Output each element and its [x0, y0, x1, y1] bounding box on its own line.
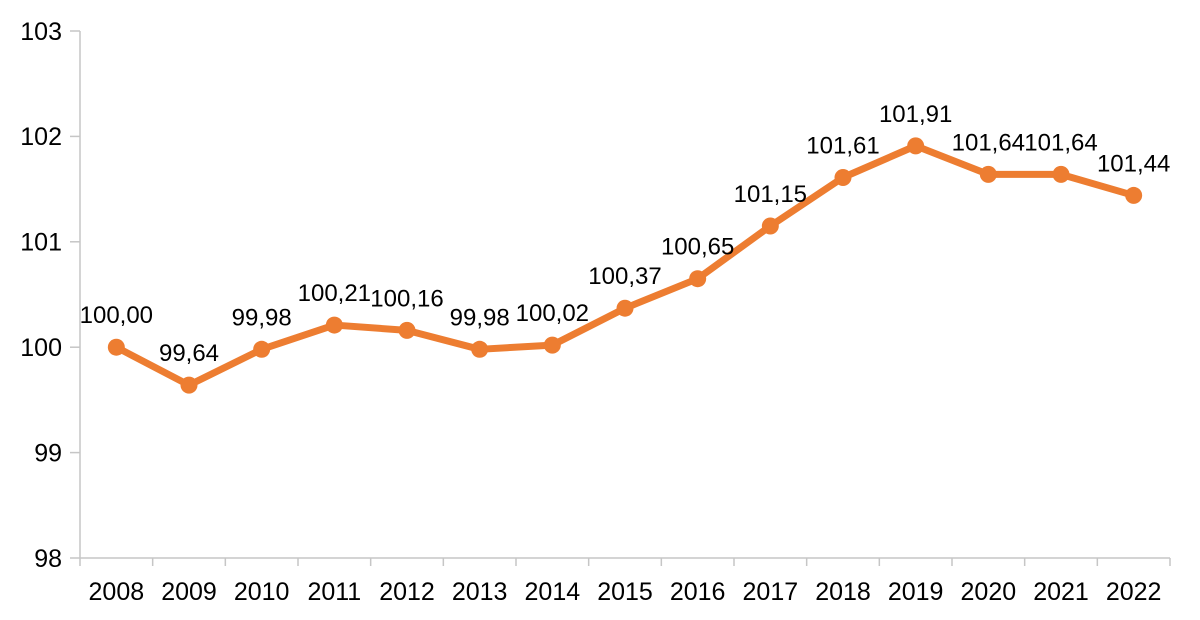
data-point-2010: [253, 340, 271, 358]
x-axis-tick-label: 2015: [597, 578, 653, 606]
data-point-2014: [543, 336, 561, 354]
data-point-label-2018: 101,61: [806, 133, 879, 160]
data-point-2012: [398, 321, 416, 339]
x-axis-tick-label: 2016: [670, 578, 726, 606]
x-axis-tick-label: 2020: [961, 578, 1017, 606]
data-point-label-2008: 100,00: [80, 302, 153, 329]
x-axis-tick-label: 2013: [452, 578, 508, 606]
x-axis-tick-label: 2010: [234, 578, 290, 606]
data-point-label-2021: 101,64: [1024, 129, 1097, 156]
data-point-2017: [761, 217, 779, 235]
data-point-label-2020: 101,64: [952, 129, 1025, 156]
x-axis-tick-label: 2019: [888, 578, 944, 606]
x-axis-tick-label: 2012: [379, 578, 435, 606]
data-point-2018: [834, 169, 852, 187]
y-axis-tick-label: 99: [34, 439, 62, 467]
y-axis-tick-label: 102: [20, 123, 62, 151]
data-point-2015: [616, 299, 634, 317]
x-axis-tick-label: 2017: [743, 578, 799, 606]
data-point-2013: [471, 340, 489, 358]
data-point-2019: [907, 137, 925, 155]
y-axis-tick-label: 101: [20, 229, 62, 257]
data-point-2020: [979, 165, 997, 183]
data-point-label-2022: 101,44: [1097, 150, 1170, 177]
data-point-label-2012: 100,16: [370, 285, 443, 312]
x-axis-tick-label: 2011: [307, 578, 361, 606]
data-point-label-2017: 101,15: [734, 181, 807, 208]
data-point-label-2013: 99,98: [450, 304, 510, 331]
x-axis-tick-label: 2014: [525, 578, 581, 606]
data-point-label-2014: 100,02: [516, 300, 589, 327]
data-point-label-2015: 100,37: [588, 263, 661, 290]
data-point-2008: [107, 338, 125, 356]
data-point-label-2016: 100,65: [661, 234, 734, 261]
x-axis-tick-label: 2008: [89, 578, 145, 606]
x-axis-tick-label: 2009: [161, 578, 217, 606]
data-point-label-2010: 99,98: [232, 304, 292, 331]
data-point-label-2011: 100,21: [298, 280, 371, 307]
data-point-2021: [1052, 165, 1070, 183]
y-axis-tick-label: 100: [20, 334, 62, 362]
y-axis-tick-label: 103: [20, 18, 62, 46]
data-point-label-2009: 99,64: [159, 340, 219, 367]
data-point-label-2019: 101,91: [879, 101, 952, 128]
data-point-2022: [1125, 186, 1143, 204]
x-axis-tick-label: 2022: [1106, 578, 1162, 606]
data-point-2011: [325, 316, 343, 334]
data-point-2009: [180, 376, 198, 394]
x-axis-tick-label: 2018: [815, 578, 871, 606]
data-point-2016: [689, 270, 707, 288]
x-axis-tick-label: 2021: [1033, 578, 1089, 606]
y-axis-tick-label: 98: [34, 545, 62, 573]
